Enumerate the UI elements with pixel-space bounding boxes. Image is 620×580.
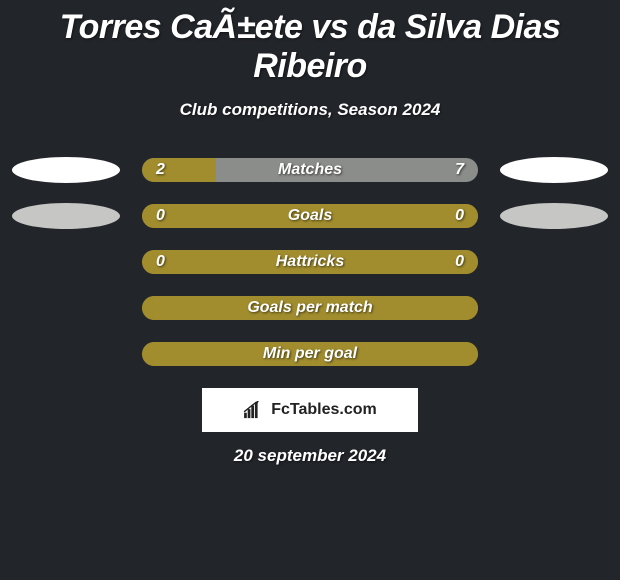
left-oval — [12, 157, 120, 183]
stat-label: Goals — [142, 207, 478, 225]
right-oval — [500, 157, 608, 183]
stat-row: Min per goal — [0, 342, 620, 366]
page-title: Torres CaÃ±ete vs da Silva Dias Ribeiro — [0, 8, 620, 86]
stat-rows: 2Matches70Goals00Hattricks0Goals per mat… — [0, 158, 620, 366]
right-oval — [500, 203, 608, 229]
brand-chart-icon — [243, 401, 265, 419]
brand-text: FcTables.com — [271, 401, 377, 419]
stat-bar: Min per goal — [142, 342, 478, 366]
stat-row: 0Hattricks0 — [0, 250, 620, 274]
left-oval — [12, 203, 120, 229]
page-subtitle: Club competitions, Season 2024 — [0, 100, 620, 120]
stat-right-value: 7 — [455, 161, 464, 179]
comparison-panel: Torres CaÃ±ete vs da Silva Dias Ribeiro … — [0, 0, 620, 466]
stat-label: Min per goal — [142, 345, 478, 363]
stat-label: Matches — [142, 161, 478, 179]
stat-label: Goals per match — [142, 299, 478, 317]
stat-bar: 2Matches7 — [142, 158, 478, 182]
stat-row: Goals per match — [0, 296, 620, 320]
stat-right-value: 0 — [455, 253, 464, 271]
stat-label: Hattricks — [142, 253, 478, 271]
brand-box: FcTables.com — [202, 388, 418, 432]
stat-row: 2Matches7 — [0, 158, 620, 182]
stat-bar: 0Goals0 — [142, 204, 478, 228]
stat-row: 0Goals0 — [0, 204, 620, 228]
stat-right-value: 0 — [455, 207, 464, 225]
stat-bar: Goals per match — [142, 296, 478, 320]
stat-bar: 0Hattricks0 — [142, 250, 478, 274]
date-label: 20 september 2024 — [0, 446, 620, 466]
